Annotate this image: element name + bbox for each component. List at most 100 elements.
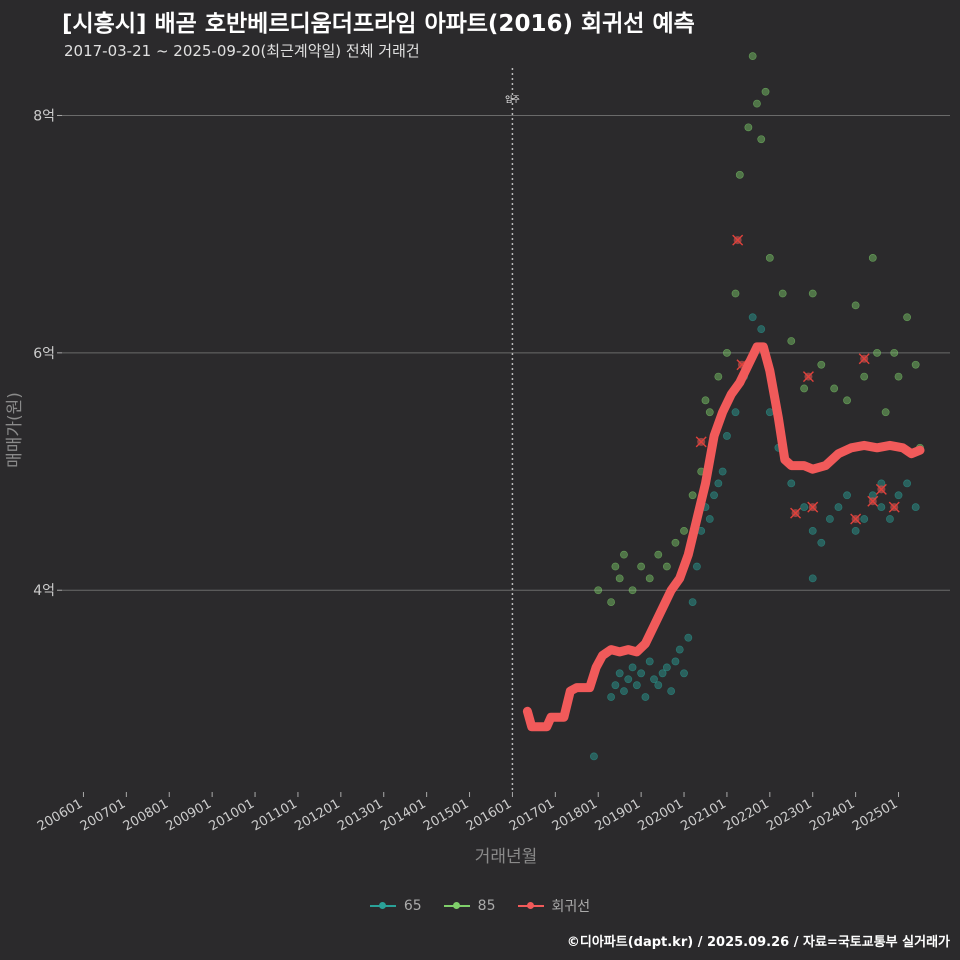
- legend-label-regression: 회귀선: [551, 899, 591, 915]
- scatter-point-65: [615, 669, 624, 678]
- scatter-point-65: [710, 491, 718, 500]
- x-tick-label: 202501: [850, 796, 900, 834]
- scatter-point-65: [718, 467, 727, 476]
- scatter-point-65: [607, 693, 616, 701]
- highlight-cross: [790, 507, 802, 519]
- scatter-point-85: [761, 87, 770, 96]
- scatter-point-65: [843, 491, 851, 500]
- scatter-point-85: [748, 52, 757, 61]
- x-tick-label: 200701: [78, 796, 128, 834]
- scatter-point-85: [723, 348, 731, 357]
- highlight-cross: [732, 234, 744, 246]
- scatter-point-85: [860, 372, 869, 381]
- scatter-point-65: [757, 325, 766, 334]
- scatter-point-85: [753, 99, 761, 108]
- regression-line: [522, 342, 925, 732]
- scatter-point-85: [611, 562, 620, 571]
- scatter-point-65: [620, 687, 628, 696]
- scatter-point-65: [851, 526, 860, 535]
- highlight-cross: [802, 371, 814, 383]
- scatter-point-85: [645, 574, 654, 583]
- scatter-point-85: [731, 289, 740, 298]
- legend-key-65: [369, 897, 396, 915]
- scatter-point-65: [911, 503, 920, 512]
- scatter-point-85: [800, 384, 809, 393]
- scatter-point-85: [705, 408, 714, 417]
- scatter-point-65: [903, 479, 912, 488]
- legend-key-85: [443, 897, 470, 915]
- scatter-point-85: [868, 254, 877, 262]
- x-tick-label: 201001: [207, 796, 257, 834]
- chart-legend: 65 85 회귀선: [0, 896, 960, 916]
- scatter-point-65: [650, 675, 658, 684]
- scatter-point-85: [680, 526, 688, 535]
- legend-label-65: 65: [403, 898, 422, 914]
- scatter-point-65: [667, 687, 676, 696]
- scatter-point-85: [615, 574, 624, 583]
- x-tick-label: 200801: [121, 796, 171, 834]
- scatter-point-65: [894, 491, 903, 500]
- scatter-point-65: [748, 313, 757, 322]
- scatter-point-85: [911, 360, 920, 369]
- scatter-point-65: [662, 663, 671, 672]
- chart-title: [시흥시] 배곧 호반베르디움더프라임 아파트(2016) 회귀선 예측: [62, 11, 695, 37]
- scatter-point-65: [688, 598, 697, 606]
- legend-item-regression: 회귀선: [517, 896, 591, 916]
- scatter-point-85: [765, 254, 774, 262]
- scatter-point-85: [607, 598, 616, 606]
- y-tick-label: 6억: [33, 346, 55, 362]
- scatter-point-85: [688, 491, 697, 500]
- footer-credit: ©디아파트(dapt.kr) / 2025.09.26 / 자료=국토교통부 실…: [566, 935, 950, 950]
- scatter-point-65: [877, 503, 886, 512]
- scatter-point-85: [671, 538, 680, 547]
- scatter-point-65: [637, 669, 646, 678]
- x-tick-label: 201801: [550, 796, 600, 834]
- scatter-point-85: [757, 135, 766, 144]
- scatter-point-65: [800, 503, 809, 512]
- scatter-point-65: [860, 515, 869, 523]
- scatter-point-65: [590, 752, 598, 761]
- scatter-point-85: [735, 170, 744, 179]
- scatter-point-85: [843, 396, 851, 405]
- scatter-point-85: [654, 550, 663, 559]
- x-tick-label: 201201: [292, 796, 342, 834]
- scatter-point-85: [830, 384, 839, 393]
- scatter-point-85: [701, 396, 710, 405]
- scatter-point-85: [890, 348, 899, 357]
- x-tick-label: 202001: [636, 796, 686, 834]
- scatter-point-85: [714, 372, 723, 381]
- legend-item-65: 65: [369, 896, 422, 916]
- scatter-point-85: [881, 408, 890, 417]
- x-tick-label: 201701: [507, 796, 557, 834]
- y-tick-label: 8억: [33, 108, 55, 124]
- scatter-point-85: [594, 586, 603, 595]
- scatter-point-85: [620, 550, 628, 559]
- scatter-point-85: [903, 313, 912, 322]
- scatter-point-65: [692, 562, 701, 571]
- scatter-point-65: [731, 408, 740, 417]
- highlight-cross: [875, 483, 887, 495]
- highlight-cross: [695, 436, 707, 448]
- x-tick-label: 201301: [335, 796, 385, 834]
- scatter-point-85: [744, 123, 753, 132]
- scatter-point-85: [873, 348, 881, 357]
- scatter-point-65: [705, 515, 714, 523]
- scatter-point-65: [624, 675, 633, 684]
- x-tick-label: 200601: [35, 796, 85, 834]
- scatter-point-65: [886, 515, 894, 523]
- x-tick-label: 201601: [464, 796, 514, 834]
- scatter-point-85: [808, 289, 817, 298]
- scatter-point-65: [808, 574, 817, 583]
- scatter-point-85: [778, 289, 787, 298]
- x-tick-label: 202201: [721, 796, 771, 834]
- x-tick-label: 200901: [164, 796, 214, 834]
- scatter-point-65: [632, 681, 641, 690]
- scatter-point-65: [680, 669, 688, 678]
- scatter-point-65: [658, 669, 667, 678]
- scatter-point-65: [714, 479, 723, 488]
- legend-item-85: 85: [443, 896, 496, 916]
- highlight-cross: [850, 513, 862, 525]
- scatter-point-65: [671, 657, 680, 666]
- scatter-point-65: [684, 633, 693, 642]
- scatter-point-85: [628, 586, 637, 595]
